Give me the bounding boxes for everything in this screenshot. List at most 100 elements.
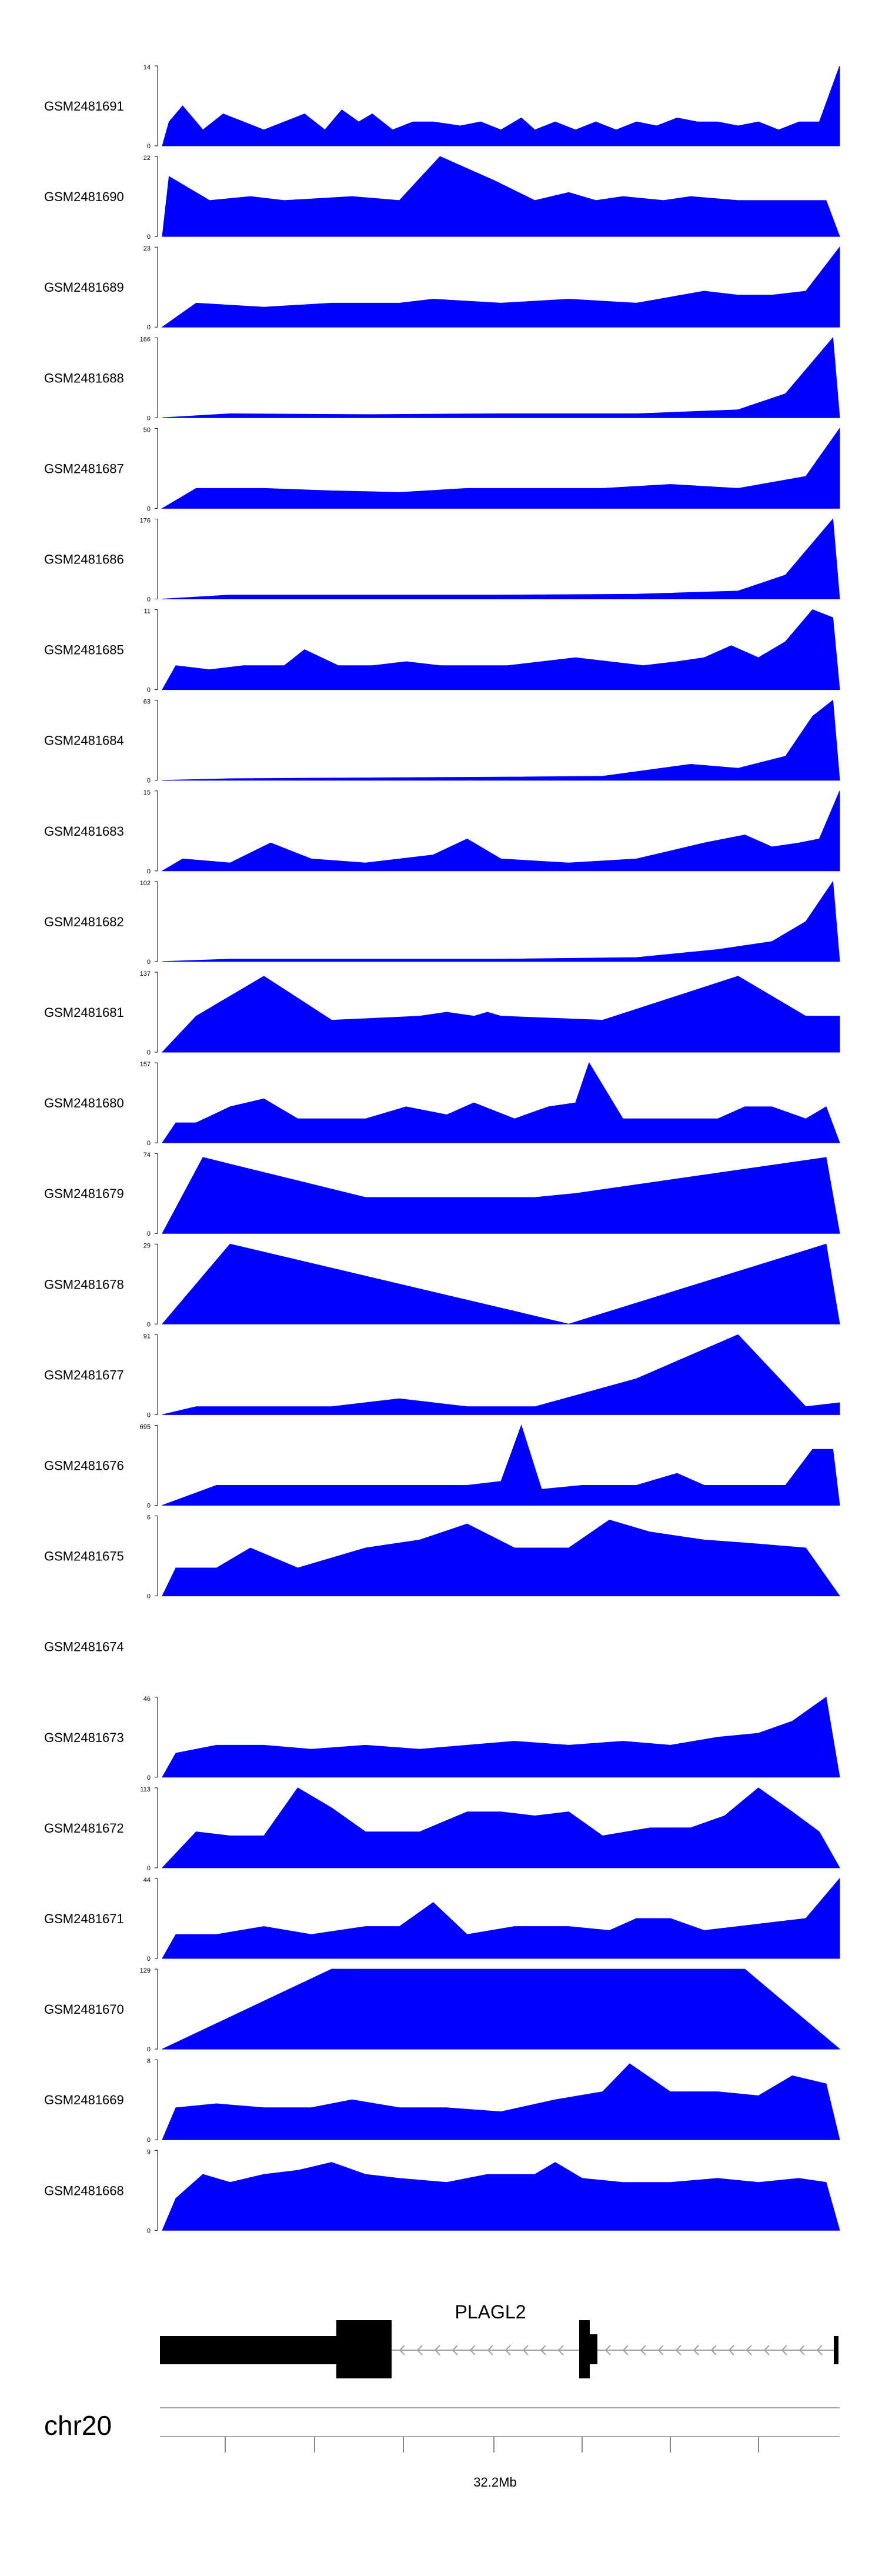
strand-arrow [675, 2345, 681, 2355]
track-ymax-label: 14 [143, 64, 151, 71]
strand-arrow [540, 2345, 546, 2355]
track-ymin-label: 0 [147, 1412, 151, 1419]
track-ymax-label: 102 [140, 880, 151, 887]
track-ymax-label: 695 [140, 1424, 151, 1431]
track-label: GSM2481682 [44, 915, 124, 929]
coverage-area [162, 1334, 840, 1415]
track: GSM2481675 6 0 [44, 1514, 840, 1600]
coverage-area [162, 337, 840, 418]
strand-arrow [693, 2345, 699, 2355]
gene-exon-tiny [588, 2334, 597, 2364]
coverage-area [162, 65, 840, 146]
strand-arrow [816, 2345, 823, 2355]
track-ymax-label: 15 [143, 789, 151, 796]
track-ymin-label: 0 [147, 2227, 151, 2234]
track-label: GSM2481685 [44, 643, 124, 658]
strand-arrow [763, 2345, 770, 2355]
gene-exon-large [336, 2320, 392, 2378]
track-label: GSM2481689 [44, 280, 124, 295]
track: GSM2481672 113 0 [44, 1786, 840, 1872]
track: GSM2481676 695 0 [44, 1424, 840, 1510]
track-label: GSM2481669 [44, 2093, 124, 2107]
coverage-area [161, 427, 840, 509]
track-label: GSM2481683 [44, 824, 124, 839]
coverage-area [162, 518, 840, 599]
track-ymax-label: 23 [143, 245, 151, 252]
coverage-area [161, 790, 840, 872]
track-ymax-label: 63 [143, 699, 151, 706]
track-label: GSM2481677 [44, 1367, 124, 1382]
strand-arrow [487, 2345, 493, 2355]
track: GSM2481680 157 0 [44, 1061, 840, 1147]
coverage-area [162, 1062, 840, 1143]
strand-arrow [746, 2345, 752, 2355]
coverage-area [162, 2063, 840, 2140]
track-ymin-label: 0 [147, 1503, 151, 1510]
coverage-tracks: GSM2481691140GSM2481690220GSM2481689230G… [44, 64, 841, 2234]
track-ymin-label: 0 [147, 1865, 151, 1872]
track: GSM2481686 176 0 [44, 518, 840, 603]
track-ymin-label: 0 [147, 143, 151, 150]
track-ymin-label: 0 [147, 324, 151, 331]
track-label: GSM2481678 [44, 1277, 124, 1292]
coverage-area [162, 1157, 840, 1234]
track-label: GSM2481679 [44, 1186, 124, 1201]
track-ymax-label: 113 [140, 1786, 151, 1793]
strand-arrow [604, 2345, 611, 2355]
track-ymin-label: 0 [147, 1140, 151, 1147]
track-ymin-label: 0 [147, 868, 151, 875]
track-label: GSM2481675 [44, 1549, 124, 1564]
coverage-area [162, 156, 840, 237]
gene-label: PLAGL2 [455, 2301, 526, 2323]
track-ymax-label: 6 [147, 1514, 151, 1521]
genome-axis: chr20 32.2Mb [44, 2407, 840, 2490]
axis-ticks [225, 2437, 759, 2452]
track-ymax-label: 44 [143, 1877, 151, 1884]
strand-arrow [728, 2345, 734, 2355]
chromosome-label: chr20 [44, 2410, 112, 2441]
coverage-area [162, 609, 840, 690]
strand-arrow [799, 2345, 805, 2355]
track: GSM2481684 63 0 [44, 699, 840, 785]
track-label: GSM2481676 [44, 1459, 124, 1473]
track-label: GSM2481680 [44, 1096, 124, 1110]
track-label: GSM2481674 [44, 1640, 124, 1654]
coverage-area [162, 1877, 840, 1959]
track: GSM2481689 23 0 [44, 245, 840, 331]
track: GSM2481673 46 0 [44, 1696, 840, 1781]
track-ymin-label: 0 [147, 1593, 151, 1600]
track-ymax-label: 50 [143, 426, 151, 433]
track-label: GSM2481690 [44, 189, 124, 204]
track: GSM2481668 9 0 [44, 2148, 840, 2234]
track-ymin-label: 0 [147, 687, 151, 694]
strand-arrow [505, 2345, 511, 2355]
strand-arrow [710, 2345, 717, 2355]
track-label: GSM2481671 [44, 1911, 124, 1926]
coverage-area [162, 2162, 840, 2231]
coverage-area [162, 1519, 840, 1597]
track: GSM2481670 129 0 [44, 1967, 841, 2053]
track: GSM2481674 [44, 1640, 124, 1654]
track-ymax-label: 166 [140, 336, 151, 343]
gene-utr-block [160, 2336, 340, 2364]
track-ymax-label: 157 [140, 1061, 151, 1068]
track-label: GSM2481670 [44, 2002, 124, 2017]
track-label: GSM2481687 [44, 461, 124, 476]
coverage-area [162, 1968, 841, 2050]
track-ymin-label: 0 [147, 233, 151, 241]
track-ymax-label: 22 [143, 155, 151, 162]
track-ymax-label: 9 [147, 2148, 151, 2155]
strand-arrow [434, 2345, 440, 2355]
track: GSM2481691 14 0 [44, 64, 840, 150]
axis-tick-label: 32.2Mb [473, 2475, 516, 2490]
track-label: GSM2481673 [44, 1730, 124, 1745]
track-ymax-label: 91 [143, 1333, 151, 1340]
coverage-area [161, 976, 840, 1053]
track-ymin-label: 0 [147, 415, 151, 422]
track-label: GSM2481688 [44, 371, 124, 385]
track-ymin-label: 0 [147, 596, 151, 603]
track-label: GSM2481668 [44, 2183, 124, 2198]
track: GSM2481677 91 0 [44, 1333, 840, 1419]
track: GSM2481687 50 0 [44, 426, 840, 512]
